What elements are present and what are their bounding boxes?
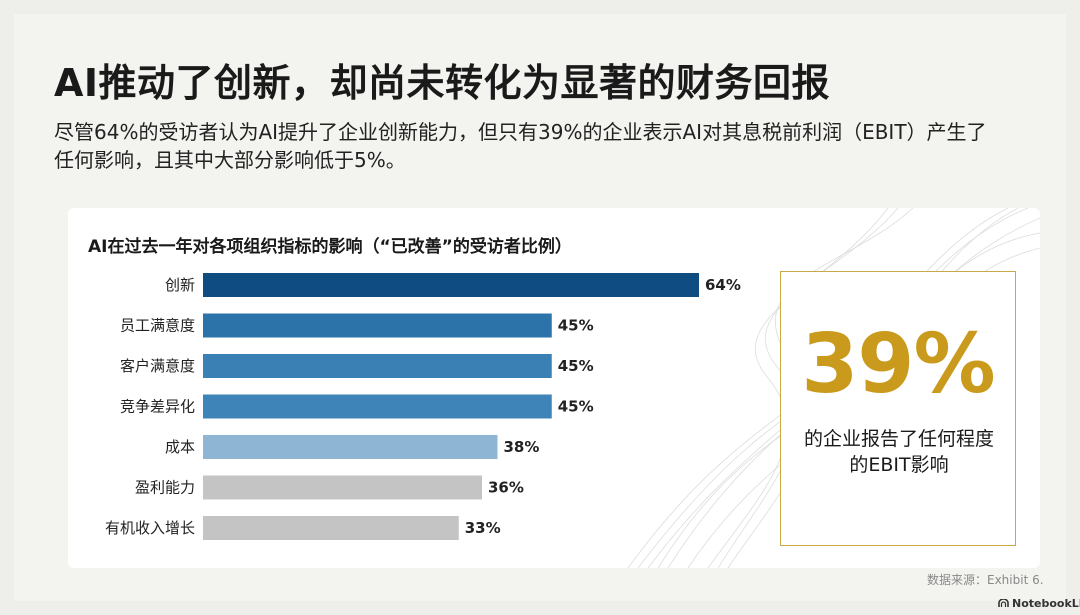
slide-subtitle: 尽管64%的受访者认为AI提升了企业创新能力，但只有39%的企业表示AI对其息税… xyxy=(54,120,987,172)
category-label: 盈利能力 xyxy=(135,479,195,497)
category-label: 员工满意度 xyxy=(120,317,195,335)
bar-value-label: 45% xyxy=(558,398,594,416)
category-label: 竞争差异化 xyxy=(120,398,195,416)
chart-title: AI在过去一年对各项组织指标的影响（“已改善”的受访者比例） xyxy=(88,237,572,257)
chart-card: AI在过去一年对各项组织指标的影响（“已改善”的受访者比例） 创新 64% 员工满意… xyxy=(68,208,1040,568)
slide-frame: AI推动了创新，却尚未转化为显著的财务回报 尽管64%的受访者认为AI提升了企业… xyxy=(14,14,1080,610)
bar-value-label: 45% xyxy=(558,357,594,375)
callout-value: 39% xyxy=(801,317,995,412)
bar-value-label: 33% xyxy=(465,519,501,537)
brand-label: NotebookLM xyxy=(1012,597,1080,610)
bar-value-label: 38% xyxy=(504,438,540,456)
bar xyxy=(203,475,482,500)
callout-text: 的企业报告了任何程度的EBIT影响 xyxy=(803,428,994,476)
bar xyxy=(203,354,552,378)
bar xyxy=(203,435,498,459)
data-source-note: 数据来源：Exhibit 6. xyxy=(927,573,1044,587)
brand-badge: NotebookLM xyxy=(998,597,1080,610)
bar-value-label: 36% xyxy=(488,479,524,497)
bar xyxy=(203,313,552,338)
bar-chart: 创新 64% 员工满意度 45% 客户满意度 45% 竞争差异化 45% 成本 38% 盈利能力 36… xyxy=(105,273,741,540)
notebooklm-logo-icon xyxy=(998,597,1009,610)
bar-value-label: 45% xyxy=(558,317,594,335)
bar-value-label: 64% xyxy=(705,276,741,294)
category-label: 客户满意度 xyxy=(120,357,195,375)
bar xyxy=(203,273,699,297)
bar xyxy=(203,394,552,419)
category-label: 有机收入增长 xyxy=(105,519,195,537)
ebit-callout-box: 39% 的企业报告了任何程度的EBIT影响 xyxy=(780,271,1016,546)
slide-title: AI推动了创新，却尚未转化为显著的财务回报 xyxy=(54,61,831,105)
category-label: 成本 xyxy=(165,438,195,456)
bar xyxy=(203,516,459,540)
category-label: 创新 xyxy=(165,276,195,294)
